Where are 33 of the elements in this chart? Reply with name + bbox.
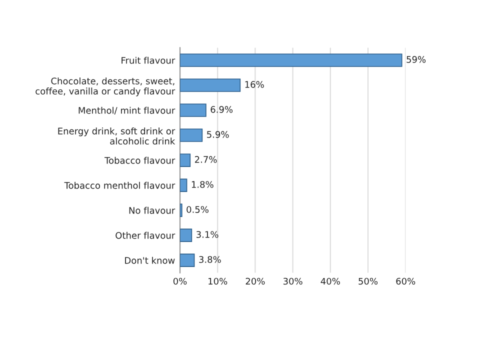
data-label: 1.8% bbox=[192, 181, 214, 188]
bar bbox=[180, 104, 206, 117]
x-tick-label: 40% bbox=[320, 278, 340, 285]
y-tick-label: Other flavour bbox=[116, 232, 176, 239]
x-tick-label: 30% bbox=[283, 278, 302, 285]
data-label: 6.9% bbox=[210, 106, 233, 113]
data-label: 0.5% bbox=[186, 206, 208, 213]
bar bbox=[180, 54, 402, 67]
y-tick-label: No flavour bbox=[129, 206, 176, 214]
y-tick-label: Energy drink, soft drink or alcoholic drink bbox=[58, 127, 176, 145]
bar bbox=[180, 154, 191, 167]
x-tick-label: 10% bbox=[208, 278, 228, 285]
bar bbox=[180, 254, 195, 267]
data-label: 3.8% bbox=[199, 256, 221, 263]
data-label: 16% bbox=[245, 81, 264, 88]
data-label: 2.7% bbox=[194, 156, 217, 163]
data-label: 5.9% bbox=[207, 131, 229, 138]
y-tick-label: Tobacco flavour bbox=[104, 156, 176, 164]
y-tick-label: Tobacco menthol flavour bbox=[64, 182, 176, 189]
x-tick-label: 0% bbox=[173, 278, 187, 285]
bar bbox=[180, 78, 241, 92]
y-tick-label: Fruit flavour bbox=[122, 56, 176, 64]
bar bbox=[180, 228, 192, 242]
x-tick-label: 50% bbox=[358, 278, 378, 285]
data-label: 59% bbox=[406, 56, 426, 63]
y-tick-label: Menthol/ mint flavour bbox=[78, 106, 176, 115]
data-label: 3.1% bbox=[196, 231, 218, 238]
y-tick-label: Don't know bbox=[125, 256, 175, 264]
y-tick-label: Chocolate, desserts, sweet, coffee, vanilla or candy flavour bbox=[36, 77, 176, 96]
x-tick-label: 20% bbox=[246, 278, 265, 285]
bar bbox=[180, 128, 203, 142]
bar bbox=[180, 178, 188, 192]
x-tick-label: 60% bbox=[396, 278, 416, 285]
